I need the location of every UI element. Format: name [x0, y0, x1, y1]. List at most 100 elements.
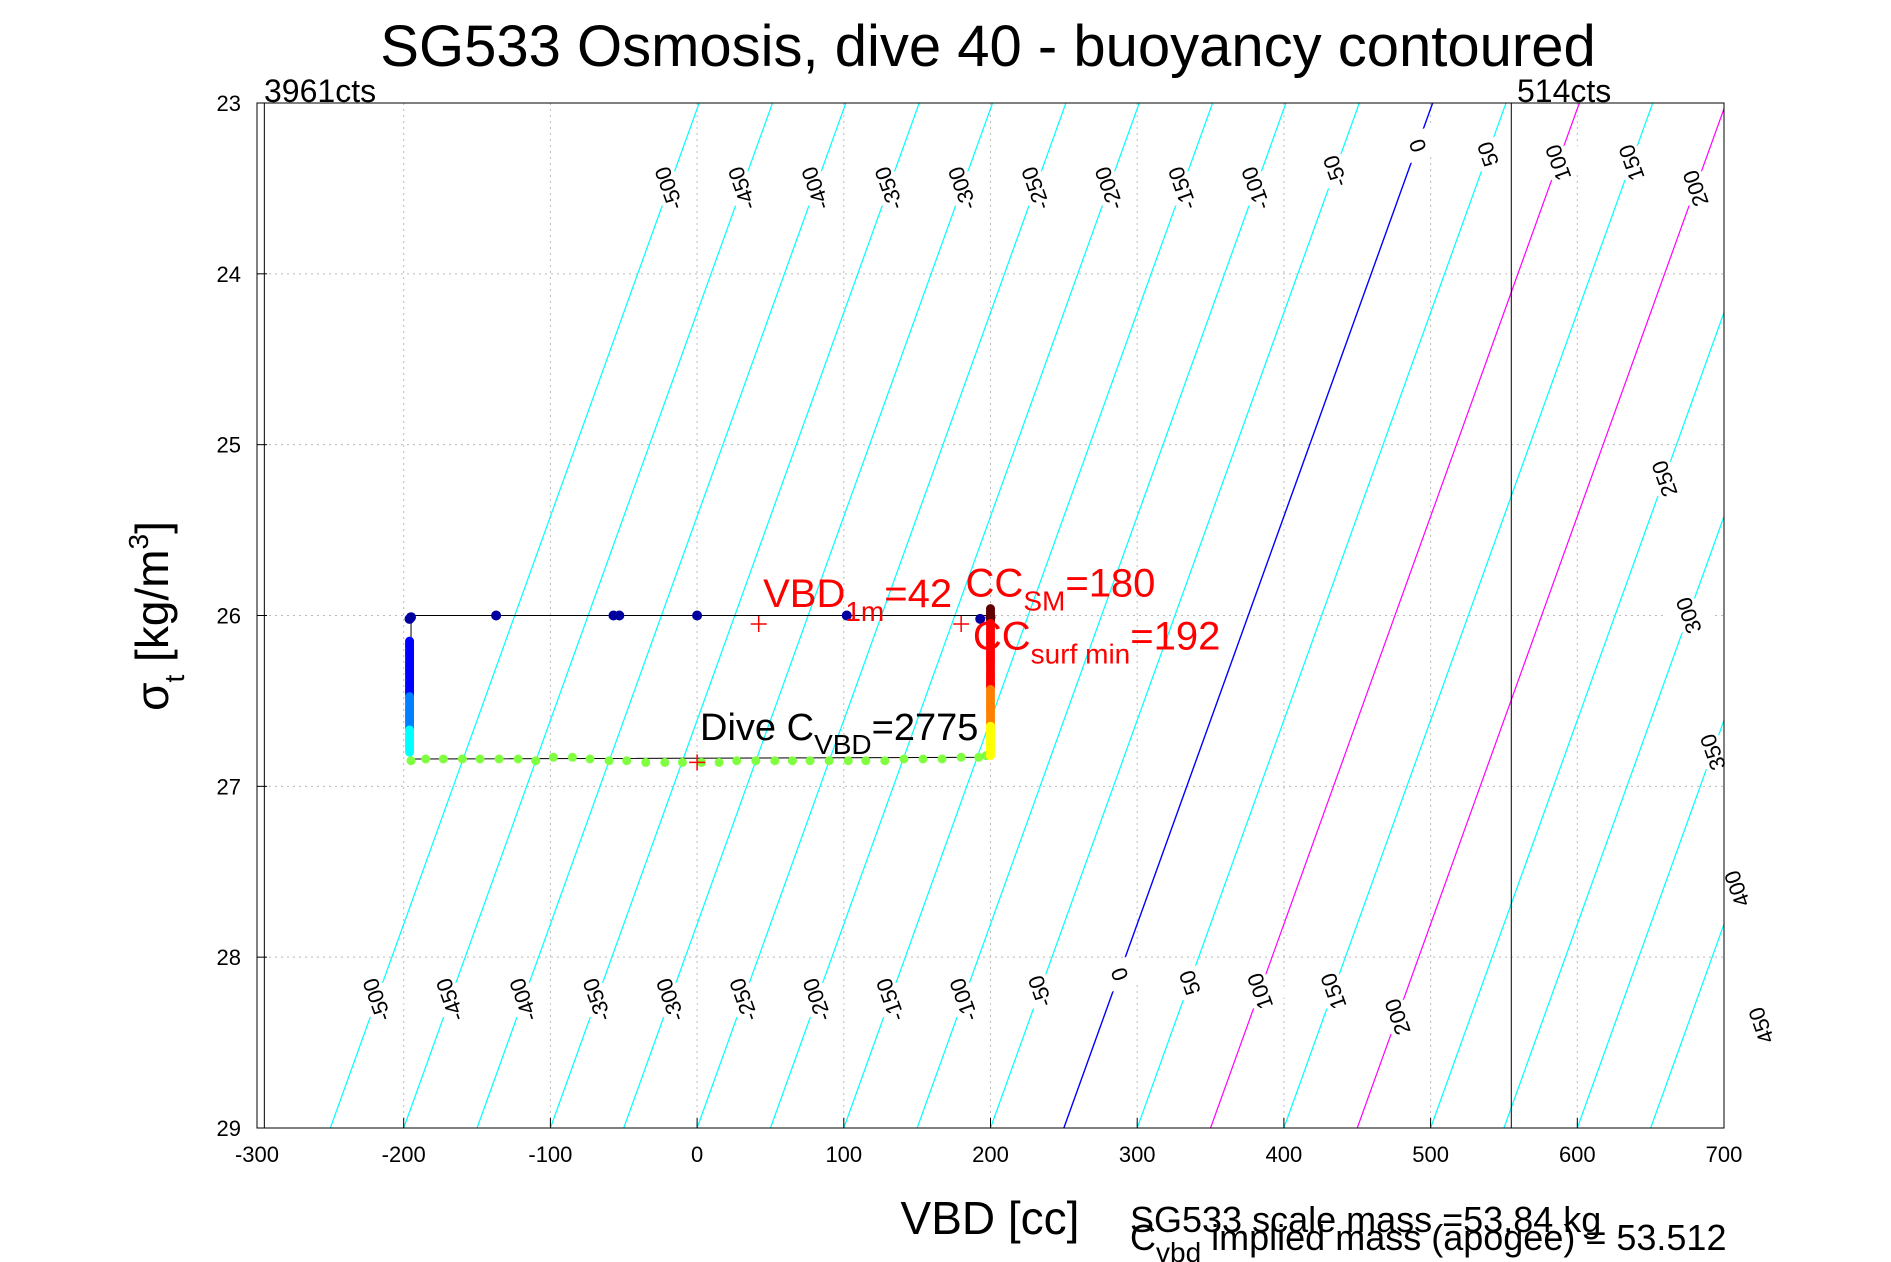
- green-point: [714, 757, 724, 767]
- x-tick-label: 700: [1706, 1142, 1743, 1167]
- cc-sm-annotation: CCSM=180: [966, 562, 1156, 617]
- y-tick-label: 24: [217, 262, 241, 287]
- contour-line: [1723, 1126, 1724, 1128]
- dive-series: [404, 604, 996, 767]
- vbd_1m_marker: [750, 616, 767, 633]
- green-point: [732, 756, 742, 766]
- contour-label-top-bg: [1709, 867, 1765, 911]
- contour-label-bottom-bg: [789, 978, 844, 1022]
- contour-line: [1576, 718, 1724, 1128]
- apogee-point: [975, 613, 986, 624]
- contour-label-top-bg: [1733, 1004, 1789, 1047]
- green-point: [787, 756, 797, 766]
- contour-line: [916, 103, 1287, 1128]
- green-point: [438, 754, 448, 764]
- green-point: [660, 757, 670, 767]
- green-point: [956, 752, 966, 762]
- green-point: [622, 756, 632, 766]
- contour-lines: [329, 103, 1724, 1128]
- contour-label-top-bg: [1685, 730, 1740, 774]
- contour-label-top-bg: [861, 167, 916, 210]
- contour-label-bottom-bg: [935, 978, 991, 1022]
- chart-title: SG533 Osmosis, dive 40 - buoyancy contou…: [380, 14, 1595, 79]
- green-point: [918, 754, 928, 764]
- green-point: [770, 756, 780, 766]
- contour-label-top-bg: [1227, 167, 1283, 210]
- contour-label-top-bg: [1603, 141, 1659, 185]
- cc-surf-value: =192: [1130, 615, 1220, 659]
- green-point: [457, 754, 467, 764]
- contour-label-top-bg: [714, 167, 770, 210]
- apogee-point: [614, 610, 625, 621]
- x-tick-label: -300: [235, 1142, 279, 1167]
- y-tick-label: 26: [217, 604, 241, 629]
- x-axis-label: VBD [cc]: [901, 1192, 1080, 1244]
- contour-line: [989, 103, 1360, 1128]
- contour-line: [1650, 922, 1724, 1128]
- x-tick-label: 200: [972, 1142, 1009, 1167]
- cc_sm_marker: [953, 616, 970, 633]
- cc-sm-value: =180: [1065, 562, 1155, 606]
- contour-label-top-bg: [1460, 132, 1515, 176]
- green-point: [531, 756, 541, 766]
- contour-label-top-bg: [1154, 167, 1210, 210]
- contour-line: [1283, 103, 1654, 1128]
- green-point: [677, 757, 687, 767]
- contour-label-top-bg: [1007, 167, 1063, 210]
- dive-cvbd-value: =2775: [872, 707, 979, 749]
- contour-line: [843, 103, 1214, 1128]
- contour-label-bottom-bg: [569, 978, 624, 1022]
- green-point: [548, 752, 558, 762]
- contour-label-top-bg: [1307, 150, 1363, 193]
- green-point: [641, 757, 651, 767]
- apogee-point: [491, 610, 502, 621]
- x-tick-label: 100: [825, 1142, 862, 1167]
- green-point: [513, 754, 523, 764]
- x-tick-label: 500: [1412, 1142, 1449, 1167]
- axis-ticks: -300 -200 -100 0 100 200 300 400 500 600 700 23 24 25…: [217, 91, 1743, 1167]
- contour-label-top-bg: [1661, 594, 1716, 637]
- footer-c: C: [1130, 1217, 1156, 1258]
- green-point: [475, 754, 485, 764]
- y-label-close: ]: [126, 521, 178, 534]
- contour-label-top-bg: [1667, 167, 1723, 210]
- green-point: [974, 752, 984, 762]
- green-point: [751, 756, 761, 766]
- vbd-1m-annotation: VBD1m=42: [763, 572, 952, 627]
- annotations: VBD1m=42 CCSM=180 CC surf min=192 Dive CV…: [700, 562, 1220, 761]
- green-point: [421, 754, 431, 764]
- contour-label-top-bg: [1530, 141, 1586, 185]
- surface-point: [986, 751, 995, 761]
- cc-surf-sub: surf min: [1031, 639, 1131, 670]
- max-counts-label: 514cts: [1517, 73, 1611, 109]
- y-axis-label: σt [kg/m3]: [123, 521, 190, 711]
- contour-label-bottom-bg: [715, 978, 771, 1022]
- contour-label-top-bg: [1389, 124, 1445, 168]
- y-tick-label: 29: [217, 1116, 241, 1141]
- dive-cvbd-annotation: Dive CVBD=2775: [700, 707, 978, 760]
- vbd-1m-main: VBD: [763, 572, 845, 616]
- vbd-1m-sub: 1m: [845, 596, 884, 627]
- contour-label-top-bg: [1636, 457, 1692, 501]
- contour-label-top-bg: [934, 167, 990, 210]
- contour-label-bottom-bg: [349, 978, 404, 1022]
- footer-scale-mass: SG533 scale mass =53.84 kg: [1130, 1199, 1601, 1240]
- green-point: [843, 756, 853, 766]
- svg-text:σt [kg/m3]: σt [kg/m3]: [123, 521, 190, 711]
- x-tick-label: -100: [528, 1142, 572, 1167]
- contour-label-top-bg: [641, 167, 696, 210]
- y-label-exp: 3: [123, 534, 154, 550]
- contour-line: [1136, 103, 1507, 1128]
- contour-label-bottom-bg: [862, 978, 918, 1022]
- green-point: [406, 756, 416, 766]
- contour-line: [1209, 103, 1580, 1128]
- x-tick-label: 400: [1266, 1142, 1303, 1167]
- contour-label-bottom-bg: [1369, 995, 1425, 1039]
- cc-sm-main: CC: [966, 562, 1024, 606]
- x-tick-label: 300: [1119, 1142, 1156, 1167]
- green-point: [585, 754, 595, 764]
- y-label-unit: [kg/m: [126, 549, 178, 674]
- apogee-point: [692, 610, 703, 621]
